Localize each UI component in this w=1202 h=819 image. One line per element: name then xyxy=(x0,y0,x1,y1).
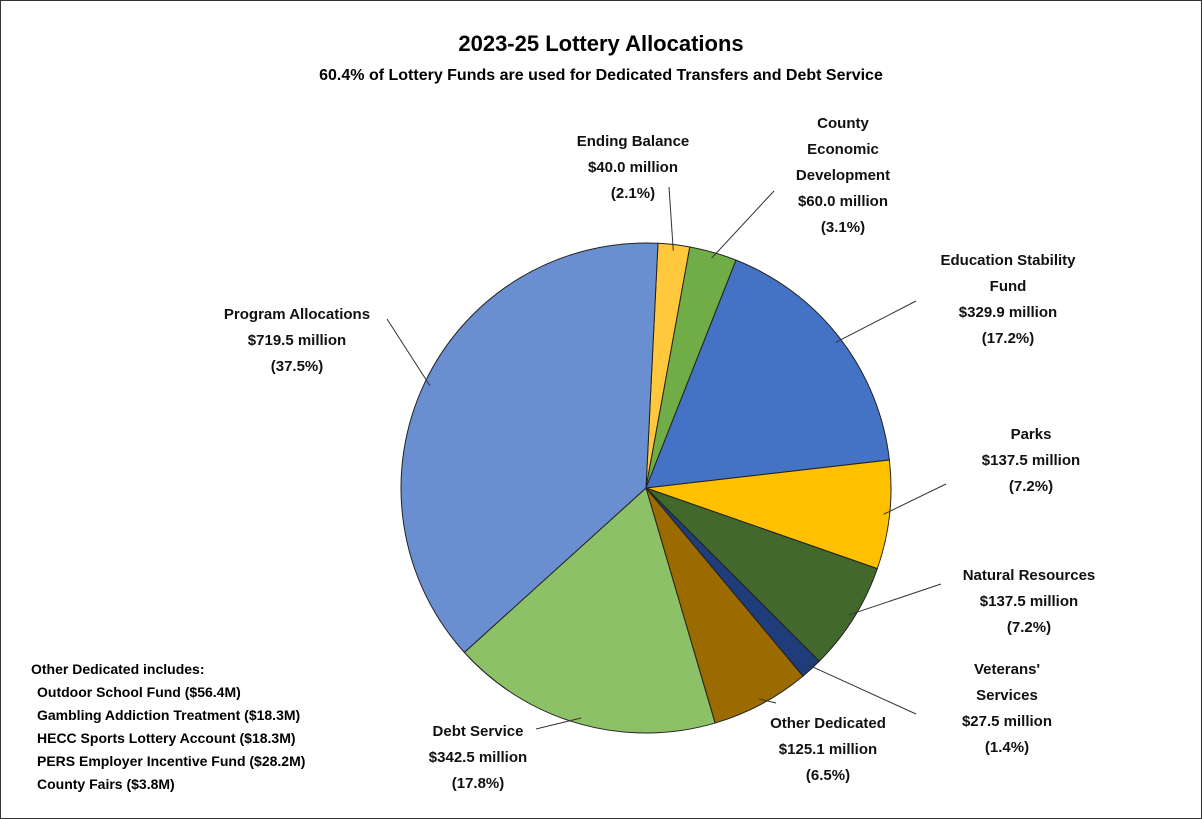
value-label: $137.5 million xyxy=(981,452,1081,469)
percent-label: (1.4%) xyxy=(984,739,1030,756)
leader-line xyxy=(711,190,775,259)
slice-label: Education Stability Fund $329.9 million (1… xyxy=(921,248,1096,352)
leader-line xyxy=(535,717,582,730)
slice-label: Veterans' Services $27.5 million (1.4%) xyxy=(947,657,1067,761)
percent-label: (37.5%) xyxy=(270,358,324,375)
slice-label: Natural Resources $137.5 million (7.2%) xyxy=(944,563,1114,641)
slice-label: Debt Service $342.5 million (17.8%) xyxy=(423,719,533,797)
slice-label: Program Allocations $719.5 million (37.5%) xyxy=(197,302,397,380)
leader-line xyxy=(386,318,431,387)
percent-label: (7.2%) xyxy=(1008,478,1054,495)
leader-line xyxy=(835,300,917,343)
leader-line xyxy=(668,186,674,251)
slice-label: County Economic Development $60.0 million… xyxy=(783,111,903,241)
chart-subtitle: 60.4% of Lottery Funds are used for Dedi… xyxy=(319,67,883,84)
slice-label: Parks $137.5 million (7.2%) xyxy=(961,422,1101,500)
pie-slice xyxy=(400,242,659,654)
percent-label: (2.1%) xyxy=(610,185,656,202)
percent-label: (6.5%) xyxy=(805,767,851,784)
value-label: $137.5 million xyxy=(979,593,1079,610)
percent-label: (3.1%) xyxy=(820,219,866,236)
category-label: Debt Service xyxy=(432,723,524,740)
percent-label: (17.2%) xyxy=(981,330,1035,347)
note-item: Gambling Addiction Treatment ($18.3M) xyxy=(37,707,301,723)
chart-title: 2023-25 Lottery Allocations xyxy=(458,31,744,56)
category-label: Parks xyxy=(1010,426,1052,443)
category-label: Natural Resources xyxy=(962,567,1096,584)
notes: Other Dedicated includes: Outdoor School… xyxy=(31,658,305,796)
value-label: $27.5 million xyxy=(961,713,1053,730)
value-label: $719.5 million xyxy=(247,332,347,349)
pie-slice xyxy=(645,259,890,489)
category-label: County Economic Development xyxy=(795,115,891,184)
leader-line xyxy=(758,698,777,704)
category-label: Ending Balance xyxy=(576,133,690,150)
percent-label: (17.8%) xyxy=(451,775,505,792)
leader-line xyxy=(807,663,917,715)
category-label: Program Allocations xyxy=(223,306,371,323)
category-label: Other Dedicated xyxy=(770,715,886,732)
pie-slice xyxy=(463,487,716,734)
note-item: HECC Sports Lottery Account ($18.3M) xyxy=(37,730,296,746)
value-label: $125.1 million xyxy=(778,741,878,758)
leader-line xyxy=(848,583,942,616)
note-item: County Fairs ($3.8M) xyxy=(37,776,175,792)
value-label: $329.9 million xyxy=(958,304,1058,321)
note-item: Outdoor School Fund ($56.4M) xyxy=(37,684,241,700)
note-title: Other Dedicated includes: xyxy=(31,661,205,677)
slice-label: Ending Balance $40.0 million (2.1%) xyxy=(563,129,703,207)
slice-label: Other Dedicated $125.1 million (6.5%) xyxy=(763,711,893,789)
value-label: $40.0 million xyxy=(587,159,679,176)
value-label: $60.0 million xyxy=(797,193,889,210)
leader-line xyxy=(883,483,947,515)
value-label: $342.5 million xyxy=(428,749,528,766)
note-item: PERS Employer Incentive Fund ($28.2M) xyxy=(37,753,306,769)
percent-label: (7.2%) xyxy=(1006,619,1052,636)
category-label: Veterans' Services xyxy=(973,661,1041,704)
category-label: Education Stability Fund xyxy=(940,252,1076,295)
pie-slice xyxy=(645,487,878,662)
pie-slice xyxy=(645,459,892,570)
